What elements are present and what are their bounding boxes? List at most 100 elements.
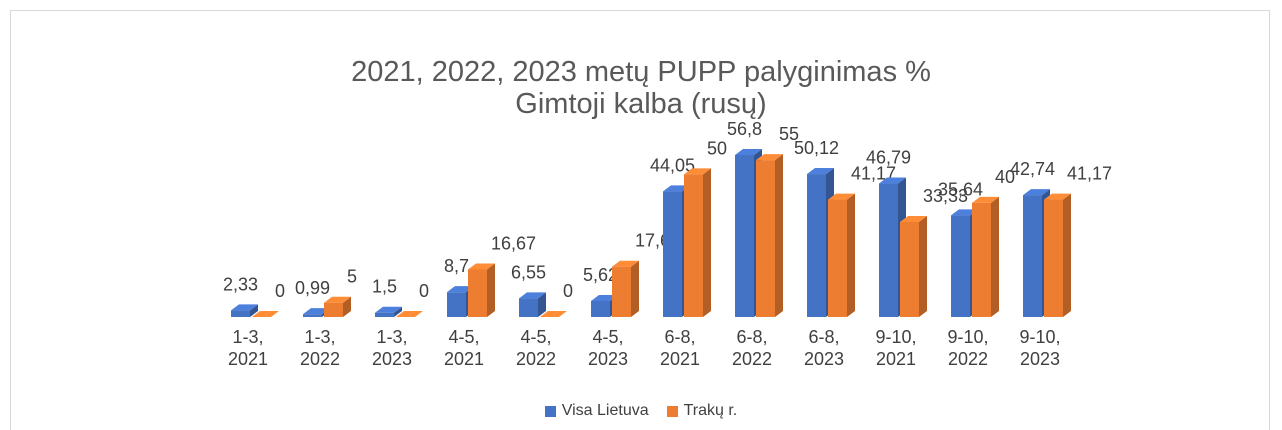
data-label: 41,17 [851,164,896,184]
bar [612,266,631,317]
x-tick-label: 6-8, 2022 [731,327,773,369]
x-tick-label: 4-5, 2023 [587,327,629,369]
data-label: 42,74 [1010,159,1055,179]
x-tick-label: 1-3, 2023 [371,327,413,369]
legend-label: Visa Lietuva [561,402,649,419]
bar [231,310,250,317]
bar-top [879,177,906,184]
bar-side [919,215,927,317]
chart-frame [10,10,1270,430]
bar [684,174,703,317]
data-label: 40 [995,167,1015,187]
legend-item: Visa Lietuva [544,402,649,420]
bar [879,183,898,317]
bar-top [591,294,618,301]
chart-subtitle: Gimtoji kalba (rusų) [515,88,767,120]
bar-side [394,306,402,317]
bar-top [468,263,495,270]
bar-top [972,196,999,203]
bar-top [663,185,690,192]
bar [519,298,538,317]
x-tick-label: 1-3, 2022 [299,327,341,369]
bar-top [447,286,474,293]
bar-top [540,311,567,317]
data-label: 35,64 [938,179,983,199]
x-tick-label: 9-10, 2021 [875,327,917,369]
bar-side [847,193,855,317]
bar [735,155,754,317]
bar-top [375,306,402,313]
data-label: 33,33 [923,186,968,206]
data-label: 8,7 [444,256,469,276]
bar-top [324,296,351,303]
bar-top [396,311,423,317]
data-label: 5 [347,267,357,287]
data-label: 5,62 [583,265,618,285]
data-label: 55 [779,124,799,144]
legend: Visa Lietuva Trakų r. [0,402,1282,420]
bar-top [756,154,783,161]
x-tick-label: 9-10, 2022 [947,327,989,369]
bar-top [684,168,711,175]
bar-side [250,304,258,317]
bar-top [807,168,834,175]
bar [591,300,610,317]
legend-swatch [544,405,556,417]
bar [663,191,682,317]
bar-top [951,209,978,216]
bar-top [612,260,639,267]
legend-item: Trakų r. [666,402,738,420]
legend-swatch [666,405,678,417]
bar-side [343,296,351,317]
bar-side [1063,193,1071,317]
legend-label: Trakų r. [683,402,738,419]
bar-top [900,215,927,222]
bar-side [991,196,999,317]
bar [807,174,826,317]
bar-side [538,292,546,317]
bar [951,215,970,317]
bar [1044,199,1063,317]
bar-side [703,168,711,317]
data-label: 56,8 [727,119,762,139]
bar [303,314,322,317]
bar-top [735,149,762,155]
bar [447,292,466,317]
bar [828,199,847,317]
bar [900,221,919,317]
bar-side [487,263,495,317]
bar-top [231,304,258,311]
data-label: 16,67 [491,233,536,253]
x-tick-label: 9-10, 2023 [1019,327,1061,369]
data-label: 0 [563,281,573,301]
data-label: 0,99 [295,278,330,298]
data-label: 50,12 [794,138,839,158]
data-label: 41,17 [1067,164,1112,184]
bar-top [1023,189,1050,196]
bar-top [252,311,279,317]
data-label: 0 [419,281,429,301]
data-label: 2,33 [223,274,258,294]
data-label: 50 [707,138,727,158]
bar [1023,195,1042,317]
x-tick-label: 1-3, 2021 [227,327,269,369]
bar-side [631,260,639,317]
bar-top [1044,193,1071,200]
x-tick-label: 6-8, 2021 [659,327,701,369]
x-tick-label: 4-5, 2021 [443,327,485,369]
data-label: 6,55 [511,262,546,282]
bar-top [828,193,855,200]
x-tick-label: 6-8, 2023 [803,327,845,369]
bar [468,269,487,317]
chart-title: 2021, 2022, 2023 metų PUPP palyginimas % [351,56,931,88]
data-label: 46,79 [866,148,911,168]
bar [756,160,775,317]
bar-side [775,154,783,317]
bar [324,302,343,317]
bar-top [519,292,546,299]
bar [972,202,991,317]
x-tick-label: 4-5, 2022 [515,327,557,369]
data-label: 1,5 [372,277,397,297]
